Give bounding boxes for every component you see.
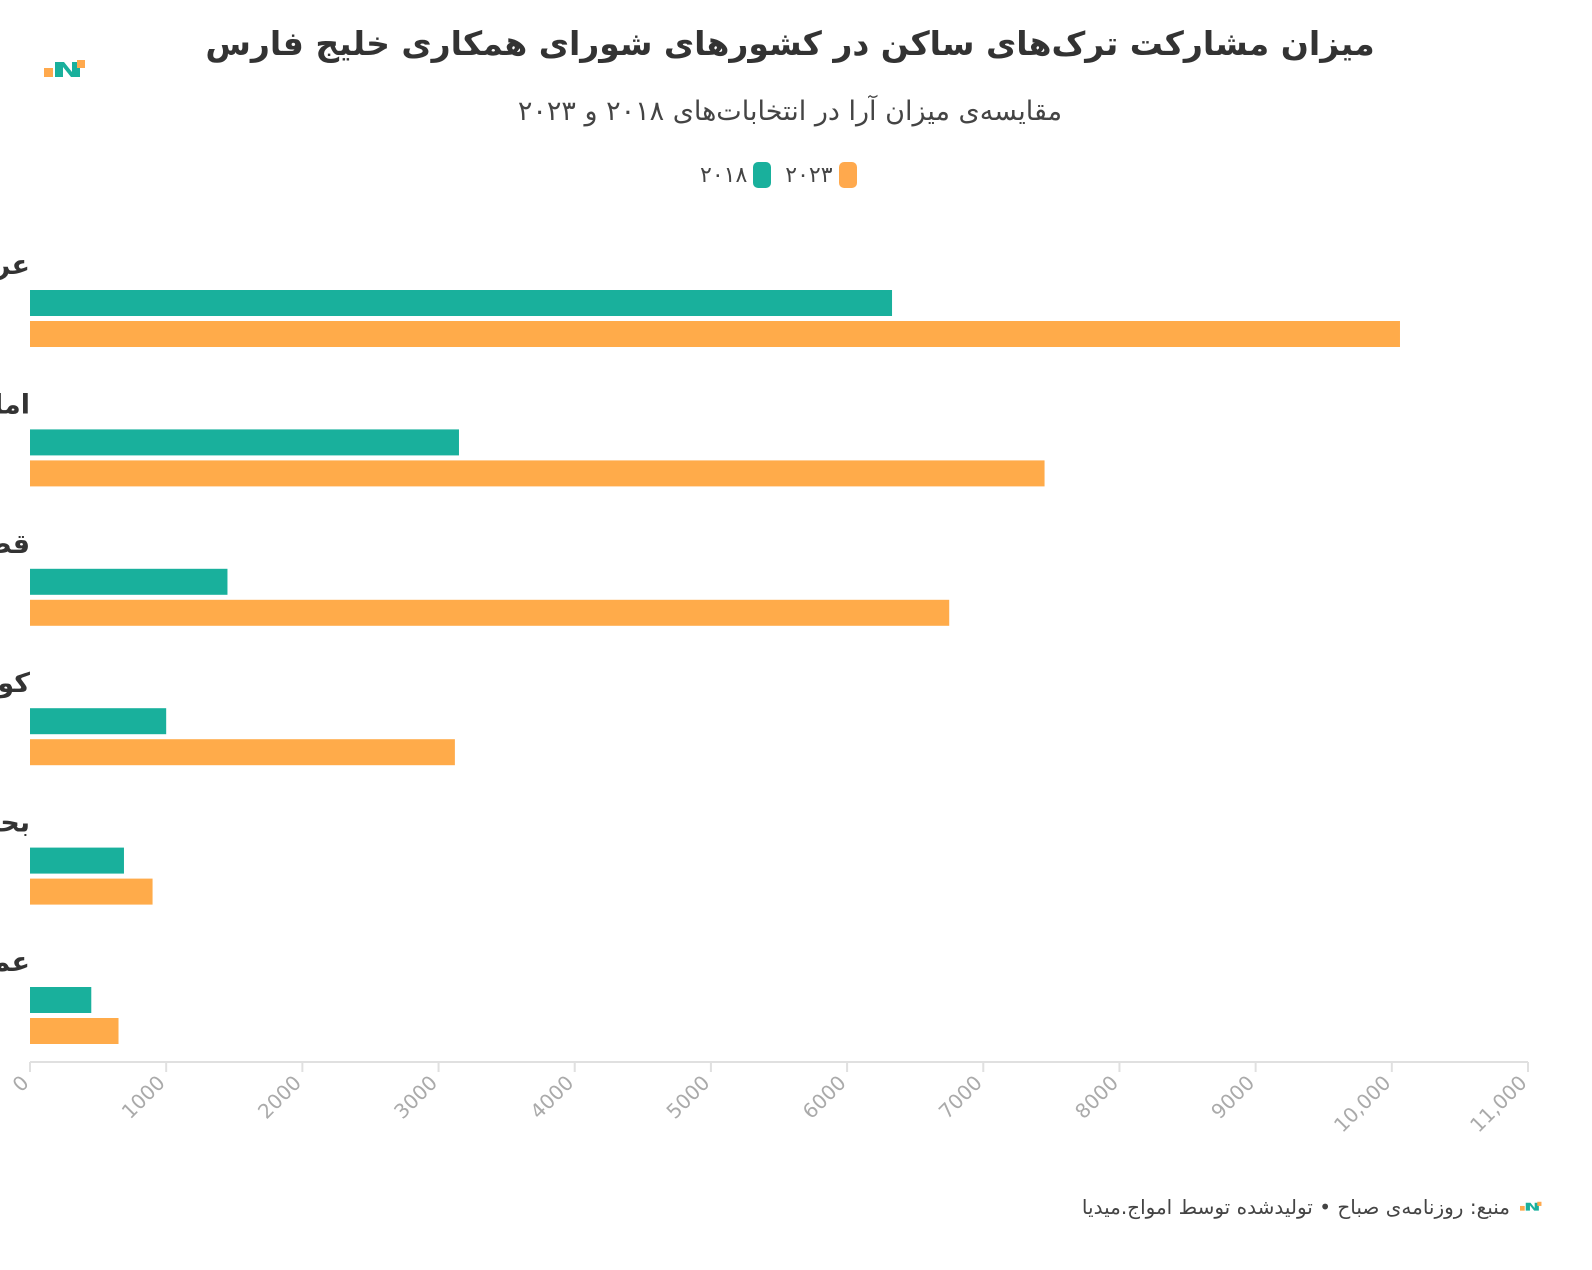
bar-2018 bbox=[30, 290, 893, 316]
footer-logo-icon bbox=[1520, 1201, 1542, 1211]
category-label: بحرین bbox=[0, 808, 30, 839]
x-tick-label: 2000 bbox=[253, 1071, 306, 1124]
bar-2018 bbox=[30, 847, 124, 874]
legend-label-2018: ۲۰۱۸ bbox=[700, 162, 748, 188]
x-tick-label: 0 bbox=[8, 1071, 34, 1097]
bar-2023 bbox=[30, 739, 455, 766]
chart-title: میزان مشارکت ترک‌های ساکن در کشورهای شور… bbox=[205, 24, 1375, 63]
category-label: عربستان سعودی bbox=[0, 250, 30, 281]
x-tick-label: 4000 bbox=[525, 1071, 578, 1124]
category-label: کویت bbox=[0, 668, 30, 699]
legend-swatch-2018 bbox=[753, 162, 772, 188]
x-tick-label: 11,000 bbox=[1465, 1071, 1531, 1137]
bar-2023 bbox=[30, 599, 950, 626]
x-tick-label: 3000 bbox=[389, 1071, 442, 1124]
bar-2023 bbox=[30, 878, 153, 905]
x-tick-label: 9000 bbox=[1206, 1071, 1259, 1124]
bar-2018 bbox=[30, 568, 228, 595]
legend-item-2023[interactable]: ۲۰۲۳ bbox=[785, 162, 857, 188]
x-tick-label: 5000 bbox=[661, 1071, 714, 1124]
x-tick-label: 10,000 bbox=[1329, 1071, 1395, 1137]
category-label: امارات bbox=[0, 389, 30, 420]
legend-item-2018[interactable]: ۲۰۱۸ bbox=[700, 162, 772, 188]
x-tick-label: 8000 bbox=[1070, 1071, 1123, 1124]
x-tick-label: 1000 bbox=[117, 1071, 170, 1124]
brand-logo bbox=[44, 58, 86, 82]
category-label: قطر bbox=[0, 529, 30, 560]
legend-label-2023: ۲۰۲۳ bbox=[785, 162, 833, 188]
bar-chart: عربستان سعودی امارات قطر کویت بحرین عمان 0 1000… bbox=[0, 250, 1532, 1137]
footer-source: منبع: روزنامه‌ی صباح • تولیدشده توسط امو… bbox=[1081, 1195, 1510, 1219]
legend-swatch-2023 bbox=[838, 162, 857, 188]
chart-footer: منبع: روزنامه‌ی صباح • تولیدشده توسط امو… bbox=[1082, 1195, 1542, 1219]
x-tick-label: 7000 bbox=[934, 1071, 987, 1124]
chart-legend: ۲۰۲۳ ۲۰۱۸ bbox=[700, 160, 857, 190]
chart-subtitle: مقایسه‌ی میزان آرا در انتخابات‌های ۲۰۱۸ … bbox=[517, 96, 1063, 127]
category-label: عمان bbox=[0, 947, 30, 978]
bar-2023 bbox=[30, 1018, 119, 1044]
bar-2023 bbox=[30, 460, 1045, 487]
bar-2018 bbox=[30, 429, 459, 456]
bar-2018 bbox=[30, 708, 167, 735]
x-tick-label: 6000 bbox=[798, 1071, 851, 1124]
bar-2023 bbox=[30, 321, 1400, 347]
bar-2018 bbox=[30, 987, 92, 1013]
